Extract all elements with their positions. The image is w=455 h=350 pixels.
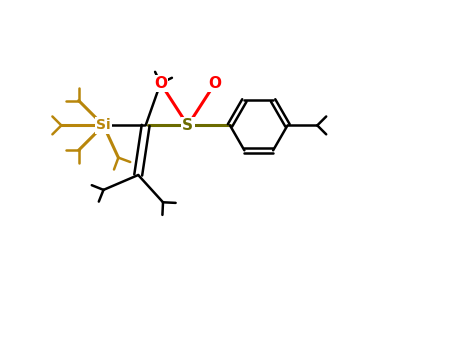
Text: O: O xyxy=(154,76,167,91)
Text: Si: Si xyxy=(96,118,111,132)
Text: O: O xyxy=(208,76,222,91)
Text: S: S xyxy=(182,118,193,133)
